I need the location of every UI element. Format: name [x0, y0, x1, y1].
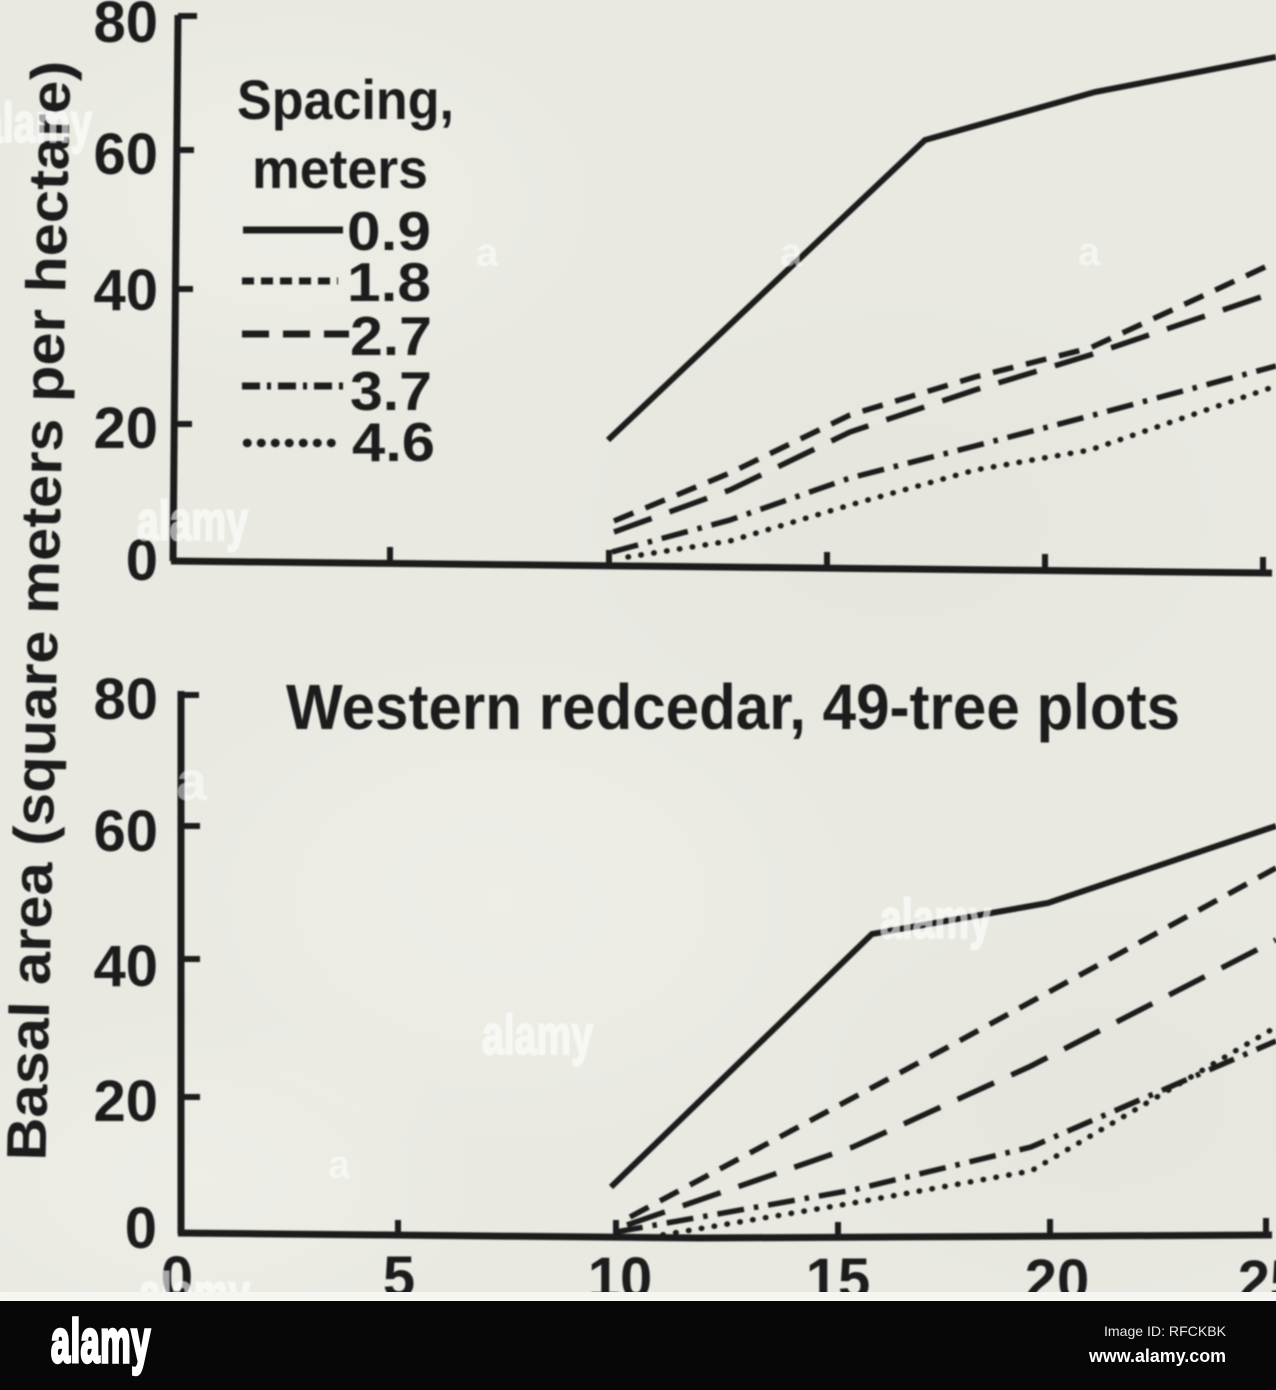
svg-text:0.9: 0.9	[347, 200, 431, 262]
svg-text:80: 80	[93, 0, 158, 55]
svg-text:Image ID: RFCKBK: Image ID: RFCKBK	[1104, 1323, 1227, 1339]
svg-text:80: 80	[93, 667, 158, 732]
svg-text:0: 0	[126, 528, 158, 593]
svg-text:Spacing,: Spacing,	[237, 68, 454, 131]
svg-text:4.6: 4.6	[352, 411, 435, 473]
svg-text:a: a	[476, 231, 499, 275]
svg-text:40: 40	[93, 934, 158, 999]
svg-text:alamy: alamy	[51, 1309, 151, 1375]
svg-text:3.7: 3.7	[350, 360, 432, 422]
svg-text:Western redcedar, 49-tree plot: Western redcedar, 49-tree plots	[286, 671, 1180, 743]
svg-text:60: 60	[93, 799, 158, 864]
svg-text:alamy: alamy	[0, 91, 92, 154]
svg-text:alamy: alamy	[880, 887, 991, 950]
svg-text:a: a	[176, 749, 208, 812]
svg-text:20: 20	[93, 396, 158, 461]
svg-text:www.alamy.com: www.alamy.com	[1088, 1346, 1226, 1366]
svg-text:alamy: alamy	[482, 1003, 593, 1066]
svg-text:meters: meters	[252, 137, 428, 200]
svg-text:a: a	[1078, 230, 1101, 274]
svg-text:alamy: alamy	[137, 489, 248, 552]
svg-text:60: 60	[93, 122, 158, 187]
svg-text:a: a	[328, 1143, 351, 1187]
svg-text:0: 0	[125, 1196, 157, 1261]
svg-text:2.7: 2.7	[350, 305, 432, 367]
svg-text:20: 20	[93, 1069, 158, 1134]
svg-text:40: 40	[93, 258, 158, 323]
svg-text:1.8: 1.8	[347, 251, 431, 313]
svg-text:a: a	[780, 231, 803, 275]
